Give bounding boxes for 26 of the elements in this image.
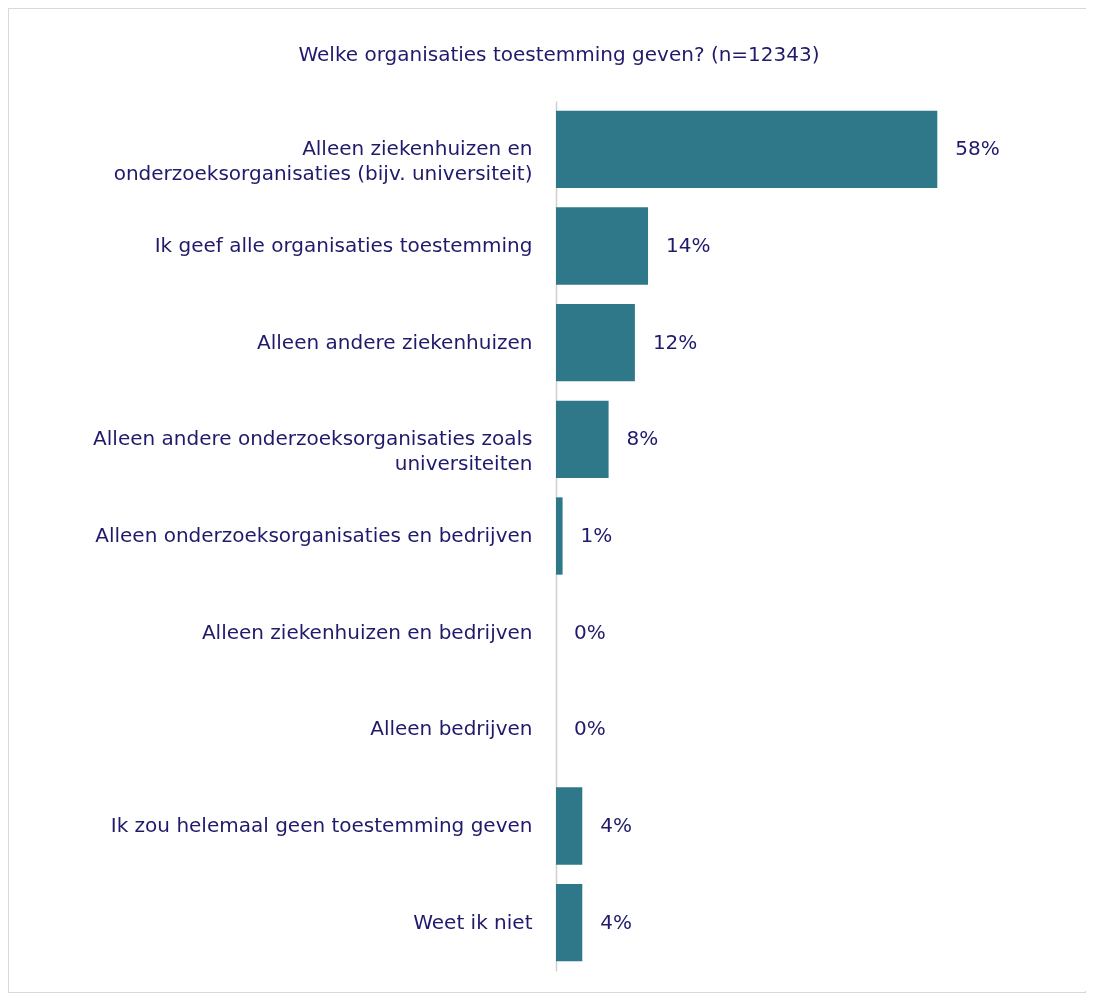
y-tick-label: Alleen andere onderzoeksorganisaties zoals universiteiten [93, 426, 533, 476]
bar [556, 497, 563, 575]
y-tick-label: Alleen ziekenhuizen en bedrijven [201, 619, 533, 644]
y-tick-label: Alleen onderzoeksorganisaties en bedrijven [95, 523, 533, 547]
y-tick-label: Alleen ziekenhuizen en onderzoeksorganisaties (bijv. universiteit) [113, 136, 533, 186]
bar [556, 400, 609, 478]
y-tick-label: Alleen bedrijven [370, 716, 533, 741]
data-label: 1% [580, 523, 613, 547]
y-tick-label: Weet ik niet [413, 909, 533, 934]
data-label: 4% [600, 909, 633, 934]
data-label: 8% [626, 426, 659, 451]
chart-title: Welke organisaties toestemming geven? (n=12343) [298, 42, 820, 66]
data-label: 4% [600, 813, 633, 837]
bar [556, 110, 938, 188]
data-label: 0% [574, 716, 606, 741]
bar [556, 207, 649, 285]
data-label: 0% [574, 619, 606, 644]
y-tick-label: Ik geef alle organisaties toestemming [154, 233, 533, 257]
data-label: 58% [955, 136, 1000, 161]
y-tick-label: Ik zou helemaal geen toestemming geven [110, 813, 533, 837]
bar [556, 884, 583, 962]
bar [556, 787, 583, 865]
data-label: 12% [652, 329, 698, 354]
y-tick-label: Alleen andere ziekenhuizen [257, 329, 533, 354]
bar [556, 304, 635, 382]
data-label: 14% [666, 233, 711, 257]
